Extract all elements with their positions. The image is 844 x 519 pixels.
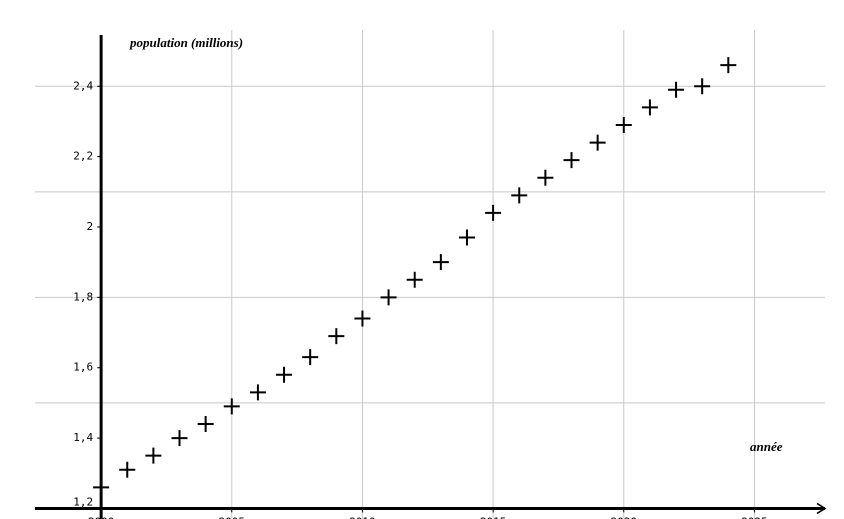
x-tick-label: 2020 <box>611 515 638 519</box>
point <box>537 169 554 186</box>
point <box>354 310 371 327</box>
point <box>432 254 449 271</box>
point <box>406 271 423 288</box>
point <box>171 430 188 447</box>
point <box>276 366 293 383</box>
point <box>328 328 345 345</box>
x-tick-label: 2010 <box>349 515 376 519</box>
x-tick-label: 2000 <box>88 515 115 519</box>
axes: 2000 2005 2010 2015 2020 2025 1,2 1,4 1,6 1,8 2 2,2… <box>35 35 827 519</box>
grid <box>35 30 825 519</box>
y-tick-label: 1,2 <box>73 495 93 508</box>
y-tick-label: 1,4 <box>73 431 93 444</box>
x-tick-label: 2025 <box>741 515 768 519</box>
point <box>511 187 528 204</box>
y-tick-label: 1,6 <box>73 361 93 374</box>
x-tick-label: 2015 <box>480 515 507 519</box>
point <box>302 349 319 366</box>
point <box>458 229 475 246</box>
point <box>485 204 502 221</box>
x-tick-label: 2005 <box>219 515 246 519</box>
point <box>694 78 711 95</box>
plot-area <box>35 30 825 519</box>
point <box>249 384 266 401</box>
point <box>720 57 737 74</box>
x-axis-label: année <box>750 439 783 454</box>
point <box>668 81 685 98</box>
point <box>145 447 162 464</box>
marks <box>93 57 737 496</box>
y-tick-label: 2 <box>86 220 93 233</box>
y-axis-label: population (millions) <box>129 35 243 50</box>
y-tick-label: 2,2 <box>73 150 93 163</box>
point <box>119 461 136 478</box>
point <box>93 479 110 496</box>
point <box>380 289 397 306</box>
point <box>563 152 580 169</box>
point <box>197 416 214 433</box>
y-tick-label: 2,4 <box>73 79 93 92</box>
point <box>223 398 240 415</box>
point <box>589 134 606 151</box>
y-tick-label: 1,8 <box>73 290 93 303</box>
point <box>615 116 632 133</box>
point <box>641 99 658 116</box>
x-axis-arrow <box>816 502 827 515</box>
